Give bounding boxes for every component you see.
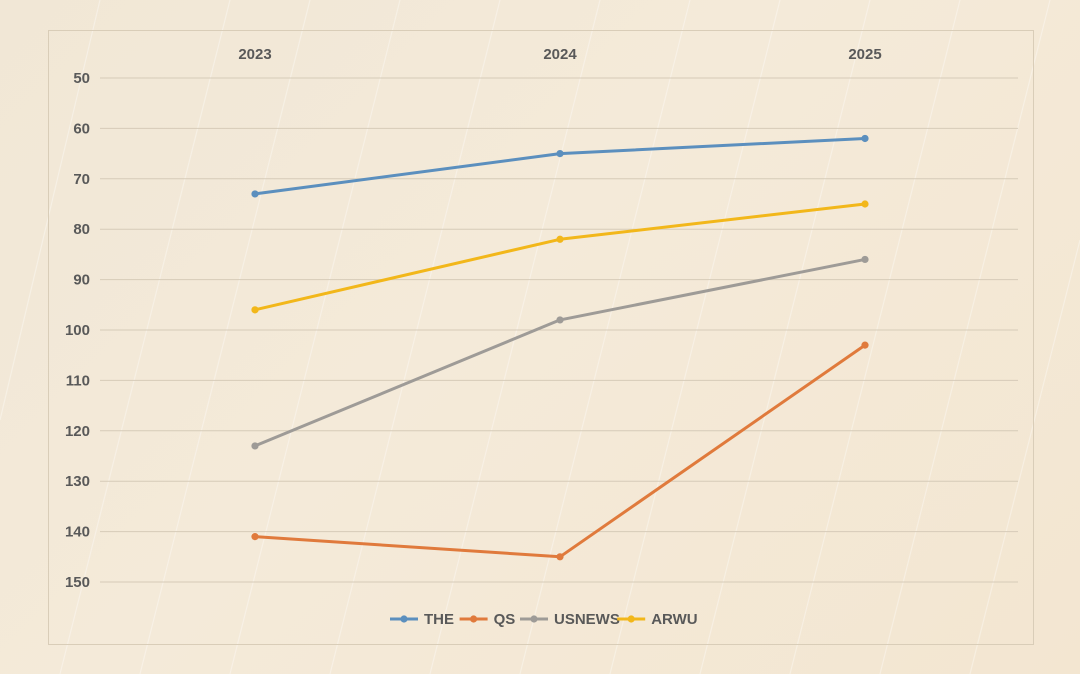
y-tick-label: 130	[65, 473, 90, 490]
y-tick-label: 50	[73, 70, 90, 87]
data-point-qs	[556, 553, 564, 561]
legend-item-usnews: USNEWS	[520, 611, 620, 628]
data-point-the	[861, 134, 869, 143]
y-tick-label: 70	[73, 171, 90, 188]
data-point-usnews	[556, 316, 564, 324]
data-point-qs	[251, 533, 259, 541]
series-line-qs	[253, 343, 867, 559]
y-tick-label: 80	[73, 221, 90, 238]
y-axis-ticks: 50 60 70 80 90 100 110 120 130 140 150	[65, 70, 90, 591]
legend-item-arwu: ARWU	[617, 611, 698, 628]
legend-swatch-marker	[400, 615, 408, 623]
y-tick-label: 140	[65, 524, 90, 541]
series-line-the	[253, 136, 867, 196]
series-line-arwu	[253, 202, 867, 312]
x-axis-ticks: 2023 2024 2025	[238, 46, 881, 63]
x-tick-label: 2024	[543, 46, 577, 63]
y-tick-label: 120	[65, 423, 90, 440]
legend-label: USNEWS	[554, 611, 620, 628]
legend-swatch-marker	[530, 615, 538, 623]
data-point-arwu	[556, 235, 564, 243]
legend-swatch-marker	[627, 615, 635, 623]
legend-swatch-marker	[470, 615, 478, 623]
data-point-usnews	[861, 255, 869, 264]
legend-label: ARWU	[651, 611, 697, 628]
series-lines	[251, 134, 869, 561]
data-point-the	[251, 190, 259, 198]
y-tick-label: 100	[65, 322, 90, 339]
x-tick-label: 2025	[848, 46, 881, 63]
legend-label: THE	[424, 611, 454, 628]
y-tick-label: 110	[66, 372, 90, 389]
legend-item-qs: QS	[459, 611, 516, 628]
chart-frame	[48, 30, 1034, 645]
legend-label: QS	[494, 611, 516, 628]
legend: THE QS USNEWS ARWU	[390, 611, 698, 628]
y-tick-label: 90	[73, 272, 90, 289]
data-point-usnews	[251, 442, 259, 450]
y-tick-label: 60	[73, 120, 90, 137]
data-point-the	[556, 150, 564, 158]
x-tick-label: 2023	[238, 46, 271, 63]
y-tick-label: 150	[65, 574, 90, 591]
data-point-arwu	[861, 200, 869, 208]
legend-item-the: THE	[390, 611, 454, 628]
data-point-arwu	[251, 306, 259, 314]
data-point-qs	[861, 341, 869, 349]
gridlines	[100, 77, 1018, 583]
